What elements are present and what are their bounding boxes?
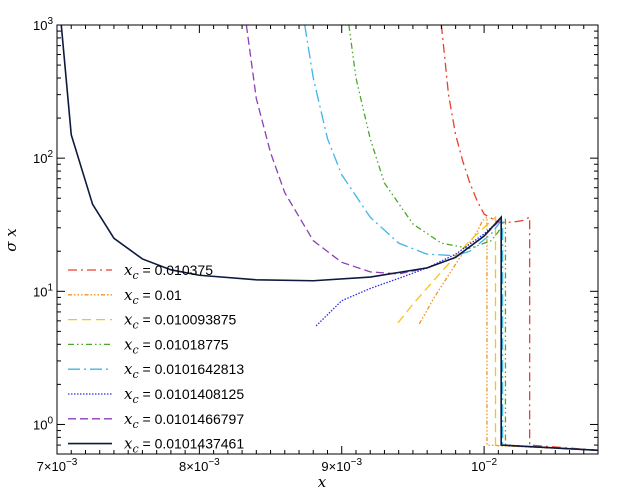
- y-tick-label-2: 101: [33, 282, 53, 299]
- series-line-3: [397, 215, 598, 451]
- x-tick-label-1: 7×10−3: [37, 457, 78, 474]
- legend-entry-5: xc = 0.0101642813: [124, 360, 244, 381]
- series-line-1: [440, 25, 598, 451]
- x-tick-label-4: 10−2: [471, 457, 497, 474]
- legend-entry-7: xc = 0.0101466797: [124, 410, 244, 431]
- series-line-6: [315, 217, 598, 451]
- y-tick-label-1: 100: [33, 415, 53, 432]
- ticks-layer: 100 101 102 103 7×10−3 8×10−3 9×10−3 10−2: [33, 16, 599, 474]
- x-tick-label-2: 8×10−3: [179, 457, 220, 474]
- legend-entry-6: xc = 0.0101408125: [124, 385, 244, 406]
- series-line-2: [418, 215, 598, 451]
- series-line-7: [245, 25, 598, 451]
- y-tick-label-4: 103: [33, 16, 53, 33]
- legend-entry-8: xc = 0.0101437461: [124, 435, 244, 456]
- legend-entry-3: xc = 0.010093875: [124, 311, 237, 332]
- x-axis-label: x: [318, 473, 327, 491]
- series-line-8: [60, 25, 598, 452]
- x-tick-label-3: 9×10−3: [321, 457, 362, 474]
- y-axis-label: σ x: [2, 228, 20, 252]
- y-tick-label-3: 102: [33, 149, 53, 166]
- legend-entry-4: xc = 0.01018775: [124, 335, 229, 356]
- series-layer: [60, 25, 598, 452]
- series-line-4: [348, 25, 598, 451]
- legend-entry-2: xc = 0.01: [124, 286, 182, 307]
- legend-entry-1: xc = 0.010375: [124, 261, 213, 282]
- legend: xc = 0.010375 xc = 0.01 xc = 0.010093875 xc…: [68, 261, 244, 456]
- series-line-5: [304, 25, 598, 451]
